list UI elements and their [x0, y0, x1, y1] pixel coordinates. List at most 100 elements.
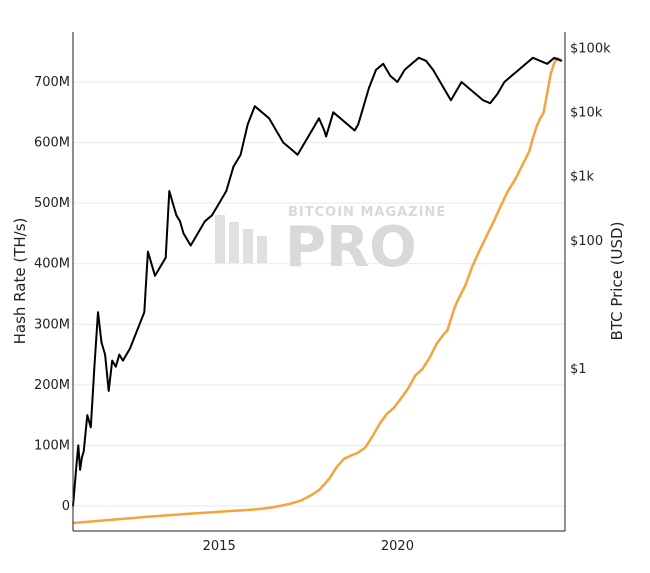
hash-rate-point — [457, 87, 459, 89]
hash-rate-point — [524, 63, 527, 65]
right-tick-label: $100 — [570, 234, 603, 249]
btc-price-point — [147, 515, 149, 518]
right-axis-title: BTC Price (USD) — [608, 222, 626, 341]
hash-rate-point — [442, 87, 445, 89]
hash-rate-point — [382, 63, 384, 65]
btc-price-point — [414, 374, 417, 377]
btc-price-point — [453, 307, 456, 309]
hash-rate-point — [389, 75, 392, 77]
left-tick-label: 200M — [34, 378, 70, 393]
btc-price-point — [514, 178, 516, 181]
btc-price-line — [72, 57, 563, 525]
hash-rate-point — [164, 256, 167, 259]
hash-rate-point — [432, 69, 434, 71]
right-tick-label: $10k — [570, 106, 603, 121]
left-tick-label: 500M — [34, 196, 70, 211]
btc-price-point — [478, 249, 481, 252]
btc-price-point — [328, 477, 331, 479]
hash-rate-point — [82, 450, 85, 453]
btc-price-point — [336, 466, 338, 468]
hash-rate-point — [179, 220, 181, 223]
btc-price-point — [492, 220, 495, 223]
hash-rate-point — [107, 390, 110, 392]
x-tick-label: 2015 — [203, 539, 236, 554]
hash-rate-point — [186, 238, 188, 241]
hash-rate-point — [81, 456, 83, 459]
hash-rate-point — [450, 99, 452, 101]
btc-price-point — [464, 284, 466, 287]
hash-rate-point — [118, 353, 121, 356]
btc-price-point — [450, 318, 452, 321]
hash-rate-point — [510, 75, 513, 77]
btc-price-point — [407, 387, 409, 390]
hash-rate-point — [475, 93, 477, 95]
hash-rate-point — [154, 275, 156, 277]
hash-rate-point — [225, 190, 228, 192]
hash-rate-point — [353, 129, 356, 132]
hash-rate-point — [396, 81, 399, 83]
btc-price-point — [357, 451, 360, 454]
hash-rate-point — [311, 129, 313, 132]
hash-rate-point — [182, 232, 185, 235]
btc-price-point — [435, 342, 438, 345]
left-axis-title: Hash Rate (TH/s) — [11, 218, 29, 345]
left-tick-label: 600M — [34, 136, 70, 151]
hash-rate-point — [193, 238, 196, 241]
hash-rate-point — [136, 329, 138, 332]
btc-price-point — [289, 502, 292, 505]
left-tick-label: 100M — [34, 438, 70, 453]
x-axis-ticks: 2015 2020 — [203, 539, 414, 554]
btc-price-point — [254, 508, 256, 511]
btc-price-point — [318, 489, 320, 491]
hash-rate-line — [72, 56, 562, 507]
hash-rate-point — [196, 232, 199, 235]
btc-price-point — [271, 506, 274, 509]
hash-rate-point — [360, 111, 363, 114]
btc-price-point — [446, 329, 449, 332]
hash-rate-series — [72, 56, 563, 507]
hash-rate-point — [318, 117, 320, 120]
hash-rate-point — [460, 81, 463, 83]
hash-rate-point — [143, 311, 146, 313]
hash-rate-point — [323, 129, 326, 132]
hash-rate-point — [325, 135, 327, 138]
right-axis-ticks: $100k $10k $1k $100 $1 — [570, 41, 611, 377]
hash-rate-point — [339, 117, 342, 120]
hash-rate-point — [482, 99, 484, 101]
watermark-bar-3 — [243, 229, 253, 263]
watermark: BITCOIN MAGAZINE PRO — [215, 205, 446, 280]
hash-rate-point — [122, 359, 124, 362]
hash-rate-point — [239, 153, 242, 156]
btc-price-point — [378, 423, 381, 425]
hash-rate-point — [418, 56, 420, 59]
hash-rate-point — [282, 141, 285, 144]
left-tick-label: 400M — [34, 257, 70, 272]
hash-rate-point — [93, 365, 96, 368]
btc-price-point — [311, 493, 313, 496]
btc-price-point — [343, 458, 345, 460]
hash-rate-point — [375, 69, 377, 71]
hash-rate-point — [175, 214, 178, 217]
btc-price-series — [72, 57, 563, 525]
hash-rate-point — [114, 365, 117, 368]
hash-rate-point — [489, 102, 491, 104]
hash-rate-point — [204, 220, 206, 223]
watermark-bar-4 — [257, 236, 267, 263]
btc-price-point — [400, 397, 402, 400]
hash-rate-point — [97, 311, 99, 313]
hash-rate-point — [86, 414, 89, 416]
btc-price-point — [500, 205, 502, 207]
btc-price-point — [528, 150, 531, 152]
hash-rate-point — [403, 69, 406, 71]
hash-rate-point — [546, 63, 548, 65]
watermark-brand-text: BITCOIN MAGAZINE — [288, 205, 446, 220]
hash-rate-point — [172, 202, 174, 204]
x-tick-label: 2020 — [381, 539, 414, 554]
watermark-pro-text: PRO — [285, 215, 417, 280]
btc-price-point — [364, 446, 367, 449]
btc-price-point — [542, 111, 545, 114]
hash-rate-point — [104, 353, 106, 356]
btc-price-point — [539, 117, 541, 120]
right-tick-label: $1k — [570, 170, 595, 185]
btc-price-point — [323, 483, 326, 486]
